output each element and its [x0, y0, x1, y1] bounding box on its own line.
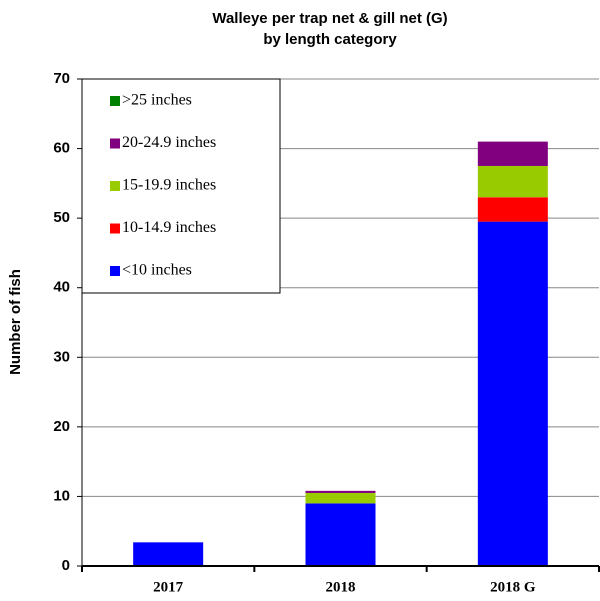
bar-segment — [305, 492, 376, 504]
x-tick-label: 2017 — [153, 579, 184, 595]
bar-segment — [477, 165, 548, 198]
y-tick-label: 10 — [53, 487, 70, 504]
legend-label: 20-24.9 inches — [122, 134, 216, 151]
y-axis-label: Number of fish — [7, 269, 24, 375]
y-tick-label: 40 — [53, 279, 70, 296]
legend-label: >25 inches — [122, 92, 192, 109]
bar-segment — [133, 542, 204, 566]
y-tick-label: 30 — [53, 348, 70, 365]
bar-segment — [305, 503, 376, 566]
legend-swatch — [110, 266, 120, 276]
legend-label: <10 inches — [122, 262, 192, 279]
legend-swatch — [110, 223, 120, 234]
x-tick-label: 2018 G — [490, 579, 536, 595]
bar-segment — [477, 197, 548, 222]
bar-segment — [477, 141, 548, 166]
legend-swatch — [110, 138, 120, 149]
y-tick-label: 50 — [53, 209, 70, 226]
x-tick-label: 2018 — [326, 579, 356, 595]
y-tick-label: 70 — [53, 70, 70, 87]
chart-title: Walleye per trap net & gill net (G) — [212, 10, 447, 27]
legend-swatch — [110, 181, 120, 191]
legend-label: 10-14.9 inches — [122, 219, 216, 236]
y-tick-label: 20 — [53, 418, 70, 435]
legend-swatch — [110, 96, 120, 106]
y-tick-label: 60 — [53, 140, 70, 157]
bar-segment — [305, 490, 376, 493]
bar-segment — [477, 221, 548, 566]
y-tick-label: 0 — [62, 557, 70, 574]
chart-subtitle: by length category — [263, 31, 397, 48]
legend-label: 15-19.9 inches — [122, 177, 216, 194]
